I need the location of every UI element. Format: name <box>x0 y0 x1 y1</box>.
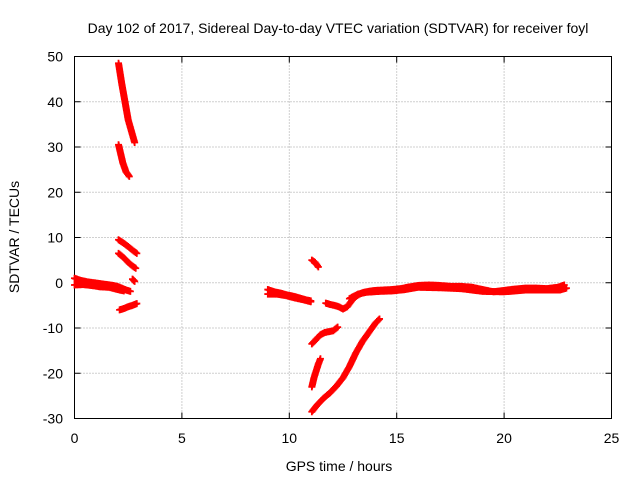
y-tick-label: 0 <box>55 275 63 291</box>
data-point <box>320 390 333 402</box>
series-arc-7 <box>116 300 141 314</box>
data-point <box>121 98 132 122</box>
data-point <box>124 243 135 253</box>
y-tick-label: 20 <box>47 184 63 200</box>
y-tick-label: 50 <box>47 49 63 65</box>
data-point <box>133 300 141 308</box>
data-point <box>125 172 133 180</box>
x-tick-label: 0 <box>71 430 79 446</box>
data-point <box>313 395 327 409</box>
y-axis-label: SDTVAR / TECUs <box>6 181 22 293</box>
x-tick-label: 25 <box>604 430 620 446</box>
data-point <box>118 80 129 104</box>
data-points <box>71 59 570 416</box>
data-point <box>376 315 384 323</box>
x-tick-label: 10 <box>282 430 298 446</box>
y-tick-label: -20 <box>43 365 63 381</box>
y-tick-label: 30 <box>47 139 63 155</box>
data-point <box>131 138 139 146</box>
axis-ticks: 0 5 10 15 20 25 -30 -20 -10 0 10 20 30 40 50 <box>43 49 620 447</box>
series-arc-14 <box>308 315 384 416</box>
data-point <box>314 263 322 271</box>
x-tick-label: 20 <box>496 430 512 446</box>
data-point <box>333 375 346 390</box>
series-arc-4 <box>115 141 133 180</box>
series-arc-12 <box>308 323 342 348</box>
y-tick-label: -30 <box>43 411 63 427</box>
data-point <box>562 284 570 292</box>
data-point <box>334 323 342 331</box>
data-point <box>124 258 135 269</box>
x-tick-label: 5 <box>178 430 186 446</box>
chart-title: Day 102 of 2017, Sidereal Day-to-day VTE… <box>88 20 589 36</box>
series-arc-5 <box>115 236 141 257</box>
series-arc-11 <box>308 256 322 271</box>
data-point <box>133 249 141 257</box>
y-tick-label: 40 <box>47 94 63 110</box>
grid-lines <box>74 56 612 419</box>
y-tick-label: 10 <box>47 230 63 246</box>
series-arc-6 <box>115 249 140 272</box>
data-point <box>126 287 134 295</box>
data-point <box>316 355 324 363</box>
data-point <box>308 256 318 266</box>
data-point <box>326 383 340 397</box>
series-arc-10 <box>264 290 315 306</box>
x-axis-label: GPS time / hours <box>286 458 393 474</box>
data-point <box>345 350 359 370</box>
series-arc-3 <box>115 59 139 146</box>
data-point <box>120 287 128 295</box>
y-tick-label: -10 <box>43 320 63 336</box>
x-tick-label: 15 <box>389 430 405 446</box>
series-arc-2 <box>71 281 128 295</box>
data-point <box>115 249 127 261</box>
series-arc-16 <box>345 283 570 303</box>
data-point <box>307 298 315 306</box>
data-point <box>132 264 140 272</box>
series-arc-13 <box>308 355 324 391</box>
series-arc-8 <box>128 275 139 285</box>
data-point <box>115 59 126 86</box>
data-point <box>329 324 341 335</box>
data-point <box>131 277 139 285</box>
data-point <box>128 262 139 272</box>
data-point <box>128 275 138 285</box>
